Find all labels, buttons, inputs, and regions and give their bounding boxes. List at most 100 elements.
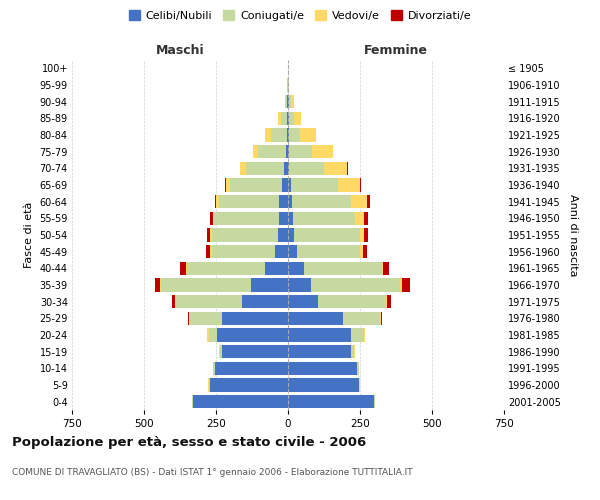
Bar [180, 262, 186, 275]
Bar [288, 178, 291, 192]
Bar [188, 312, 190, 325]
Bar [190, 312, 222, 325]
Bar [386, 295, 387, 308]
Bar [285, 95, 287, 108]
Bar [246, 162, 284, 175]
Bar [355, 212, 364, 225]
Bar [259, 145, 286, 158]
Y-axis label: Anni di nascita: Anni di nascita [568, 194, 578, 276]
Bar [288, 162, 289, 175]
Bar [210, 378, 288, 392]
Bar [192, 395, 193, 408]
Bar [212, 228, 278, 241]
Bar [364, 212, 368, 225]
Bar [318, 295, 386, 308]
Bar [288, 145, 289, 158]
Bar [215, 195, 216, 208]
Bar [275, 245, 288, 258]
Bar [215, 362, 288, 375]
Bar [352, 195, 367, 208]
Bar [213, 362, 215, 375]
Legend: Celibi/Nubili, Coniugati/e, Vedovi/e, Divorziati/e: Celibi/Nubili, Coniugati/e, Vedovi/e, Di… [124, 6, 476, 25]
Bar [208, 328, 209, 342]
Bar [288, 128, 289, 141]
Bar [214, 212, 279, 225]
Bar [193, 395, 288, 408]
Bar [289, 145, 313, 158]
Bar [291, 178, 338, 192]
Bar [288, 245, 296, 258]
Bar [225, 178, 226, 192]
Bar [288, 378, 359, 392]
Bar [311, 278, 400, 291]
Text: Femmine: Femmine [364, 44, 428, 57]
Bar [380, 312, 381, 325]
Bar [288, 195, 292, 208]
Bar [289, 112, 294, 125]
Bar [400, 278, 402, 291]
Bar [288, 212, 293, 225]
Bar [381, 312, 382, 325]
Bar [186, 262, 187, 275]
Bar [278, 228, 288, 241]
Bar [282, 178, 288, 192]
Bar [281, 112, 287, 125]
Bar [210, 212, 212, 225]
Bar [251, 278, 288, 291]
Bar [210, 245, 212, 258]
Bar [280, 195, 288, 208]
Bar [226, 178, 230, 192]
Bar [222, 312, 288, 325]
Bar [241, 162, 246, 175]
Bar [304, 262, 382, 275]
Bar [301, 128, 316, 141]
Bar [209, 378, 210, 392]
Bar [286, 145, 288, 158]
Bar [367, 195, 370, 208]
Bar [265, 262, 288, 275]
Bar [216, 195, 219, 208]
Bar [187, 262, 265, 275]
Bar [382, 262, 383, 275]
Y-axis label: Fasce di età: Fasce di età [24, 202, 34, 268]
Bar [287, 128, 288, 141]
Bar [289, 95, 291, 108]
Bar [284, 162, 288, 175]
Bar [212, 212, 214, 225]
Bar [265, 128, 271, 141]
Bar [212, 245, 275, 258]
Bar [288, 228, 294, 241]
Bar [160, 278, 161, 291]
Bar [222, 345, 288, 358]
Bar [219, 195, 280, 208]
Bar [278, 112, 281, 125]
Bar [288, 345, 352, 358]
Bar [289, 128, 301, 141]
Bar [161, 278, 251, 291]
Bar [324, 162, 347, 175]
Bar [296, 245, 360, 258]
Bar [155, 278, 160, 291]
Bar [352, 345, 354, 358]
Text: Maschi: Maschi [155, 44, 205, 57]
Bar [338, 178, 360, 192]
Bar [208, 228, 210, 241]
Bar [383, 262, 389, 275]
Bar [287, 112, 288, 125]
Bar [230, 178, 282, 192]
Bar [363, 245, 367, 258]
Bar [387, 295, 391, 308]
Bar [279, 212, 288, 225]
Bar [357, 362, 359, 375]
Bar [293, 212, 355, 225]
Bar [172, 295, 175, 308]
Text: COMUNE DI TRAVAGLIATO (BS) - Dati ISTAT 1° gennaio 2006 - Elaborazione TUTTITALI: COMUNE DI TRAVAGLIATO (BS) - Dati ISTAT … [12, 468, 413, 477]
Bar [253, 145, 259, 158]
Bar [288, 312, 343, 325]
Bar [313, 145, 332, 158]
Bar [288, 395, 374, 408]
Bar [294, 228, 360, 241]
Bar [288, 328, 352, 342]
Bar [402, 278, 410, 291]
Bar [360, 178, 361, 192]
